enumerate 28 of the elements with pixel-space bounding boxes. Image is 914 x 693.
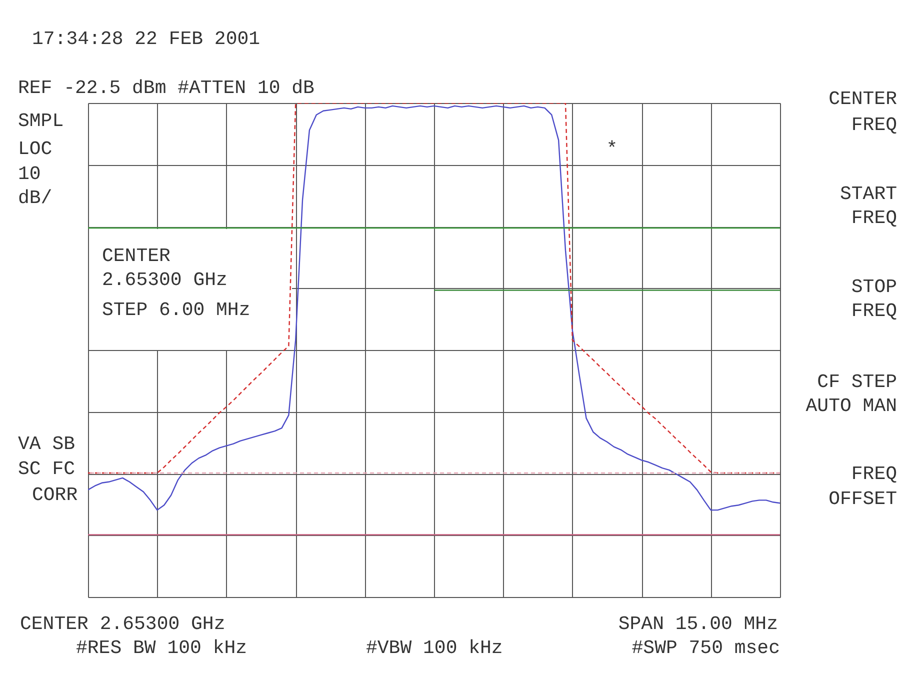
text: CENTER (828, 88, 897, 110)
text: STOP (851, 276, 897, 298)
text: dB/ (18, 187, 52, 209)
text: OFFSET (828, 488, 897, 510)
text: 10 (18, 163, 41, 185)
chart-title: 17:34:28 22 FEB 2001 (32, 28, 260, 50)
text: LOC (18, 138, 52, 160)
text: CENTER 2.65300 GHz (20, 613, 226, 635)
text: #RES BW 100 kHz (76, 637, 248, 659)
annotation: STEP 6.00 MHz (102, 299, 250, 321)
text: #SWP 750 msec (632, 637, 780, 659)
annotation: * (606, 138, 618, 160)
text: CF STEP (817, 371, 897, 393)
text: SMPL (18, 110, 64, 132)
text: VA SB (18, 433, 76, 455)
text: FREQ (851, 207, 897, 229)
text: SPAN 15.00 MHz (618, 613, 778, 635)
text: AUTO MAN (806, 395, 897, 417)
chart-subtitle: REF -22.5 dBm #ATTEN 10 dB (18, 77, 314, 99)
text: START (840, 183, 897, 205)
text: CORR (32, 484, 78, 506)
text: FREQ (851, 300, 897, 322)
text: SC FC (18, 458, 76, 480)
annotation: 2.65300 GHz (102, 269, 228, 291)
text: #VBW 100 kHz (366, 637, 503, 659)
annotation: CENTER (102, 245, 170, 267)
text: FREQ (851, 114, 897, 136)
text: FREQ (851, 463, 897, 485)
